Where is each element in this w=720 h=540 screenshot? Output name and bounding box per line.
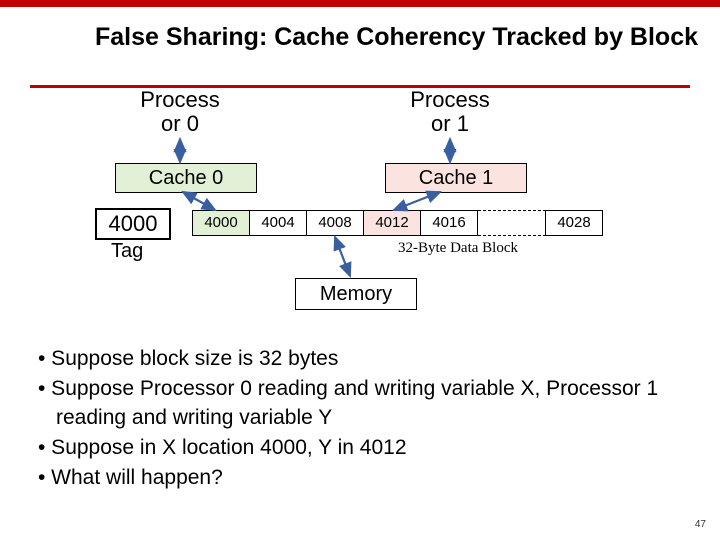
mem-cell-0: 4000 <box>193 211 250 235</box>
mem-cell-4: 4016 <box>421 211 477 235</box>
processor-1-label: Processor 1 <box>390 88 510 136</box>
arrow-4 <box>335 237 350 276</box>
bullet-2: • Suppose in X location 4000, Y in 4012 <box>56 434 696 462</box>
mem-dashed-extension <box>473 210 546 236</box>
cache-1-box: Cache 1 <box>385 163 527 193</box>
bullet-list: • Suppose block size is 32 bytes• Suppos… <box>38 345 696 495</box>
slide-title: False Sharing: Cache Coherency Tracked b… <box>95 22 698 53</box>
arrow-2 <box>183 192 215 210</box>
processor-0-label: Processor 0 <box>120 88 240 136</box>
mem-cell-3: 4012 <box>364 211 421 235</box>
memory-box: Memory <box>295 278 417 310</box>
page-number: 47 <box>695 519 706 530</box>
cache-0-box: Cache 0 <box>115 163 257 193</box>
mem-cell-1: 4004 <box>250 211 307 235</box>
tag-box: 4000 <box>95 208 171 240</box>
memory-block-row: 40004004400840124016 <box>192 210 478 236</box>
tag-label: Tag <box>111 240 143 263</box>
top-bar <box>0 0 720 7</box>
mem-cell-last: 4028 <box>545 210 603 236</box>
arrow-3 <box>394 192 440 210</box>
mem-cell-2: 4008 <box>307 211 364 235</box>
block-size-label: 32-Byte Data Block <box>398 240 518 257</box>
bullet-1: • Suppose Processor 0 reading and writin… <box>56 375 696 432</box>
bullet-0: • Suppose block size is 32 bytes <box>56 345 696 373</box>
bullet-3: • What will happen? <box>56 464 696 492</box>
